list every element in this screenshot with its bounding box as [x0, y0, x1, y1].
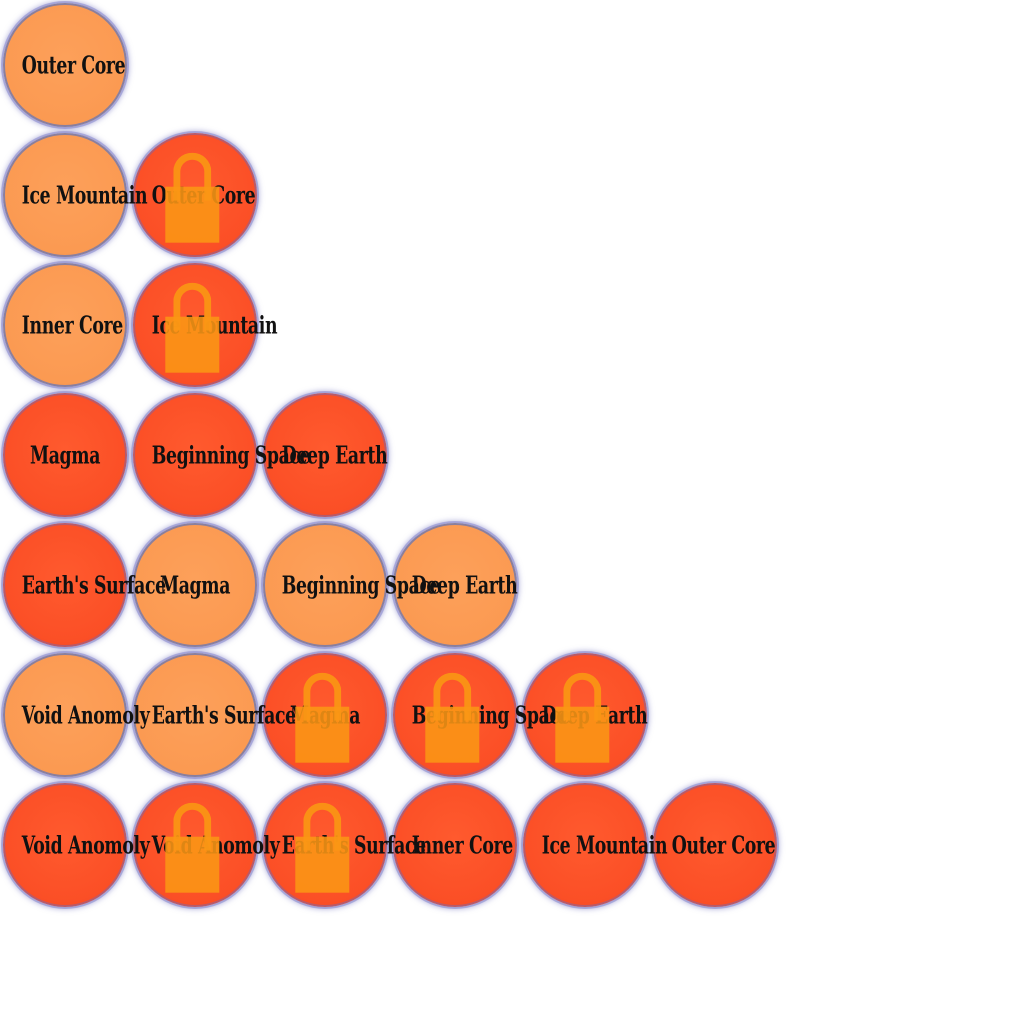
level-label: Outer Core [671, 830, 776, 860]
level-label: Beginning Space [411, 700, 571, 730]
level-label: Earth's Surface [281, 830, 426, 860]
level-node[interactable]: Deep Earth [393, 523, 518, 647]
level-label: Ice Mountain [21, 180, 148, 210]
level-label: Magma [289, 700, 361, 730]
level-label: Ice Mountain [541, 830, 668, 860]
level-node[interactable]: Void Anomoly [3, 653, 150, 777]
level-node[interactable]: Beginning Space [133, 393, 311, 517]
level-node[interactable]: Magma [3, 393, 127, 517]
level-label: Earth's Surface [151, 700, 296, 730]
level-node[interactable]: Ice Mountain [3, 133, 148, 257]
level-label: Magma [29, 440, 101, 470]
level-node[interactable]: Outer Core [653, 783, 777, 907]
locked-level-node[interactable]: Deep Earth [523, 653, 648, 777]
locked-level-node[interactable]: Outer Core [133, 133, 257, 257]
locked-level-node[interactable]: Ice Mountain [133, 263, 278, 387]
level-label: Deep Earth [281, 440, 388, 470]
level-label: Ice Mountain [151, 310, 278, 340]
level-node[interactable]: Earth's Surface [3, 523, 166, 647]
locked-level-node[interactable]: Magma [263, 653, 387, 777]
level-label: Deep Earth [411, 570, 518, 600]
locked-level-node[interactable]: Earth's Surface [263, 783, 426, 907]
level-node[interactable]: Deep Earth [263, 393, 388, 517]
level-node[interactable]: Ice Mountain [523, 783, 668, 907]
level-node[interactable]: Inner Core [3, 263, 127, 387]
level-label: Inner Core [411, 830, 513, 860]
level-node[interactable]: Magma [133, 523, 257, 647]
locked-level-node[interactable]: Void Anomoly [133, 783, 280, 907]
level-label: Earth's Surface [21, 570, 166, 600]
level-label: Void Anomoly [21, 830, 150, 860]
level-label: Inner Core [21, 310, 123, 340]
level-node[interactable]: Inner Core [393, 783, 517, 907]
level-label: Outer Core [21, 50, 126, 80]
level-label: Outer Core [151, 180, 256, 210]
level-label: Beginning Space [151, 440, 311, 470]
level-node[interactable]: Earth's Surface [133, 653, 296, 777]
level-node[interactable]: Outer Core [3, 3, 127, 127]
level-label: Beginning Space [281, 570, 441, 600]
level-node[interactable]: Void Anomoly [3, 783, 150, 907]
level-label: Void Anomoly [21, 700, 150, 730]
level-node[interactable]: Beginning Space [263, 523, 441, 647]
level-label: Magma [159, 570, 231, 600]
level-label: Deep Earth [541, 700, 648, 730]
level-label: Void Anomoly [151, 830, 280, 860]
locked-level-node[interactable]: Beginning Space [393, 653, 571, 777]
